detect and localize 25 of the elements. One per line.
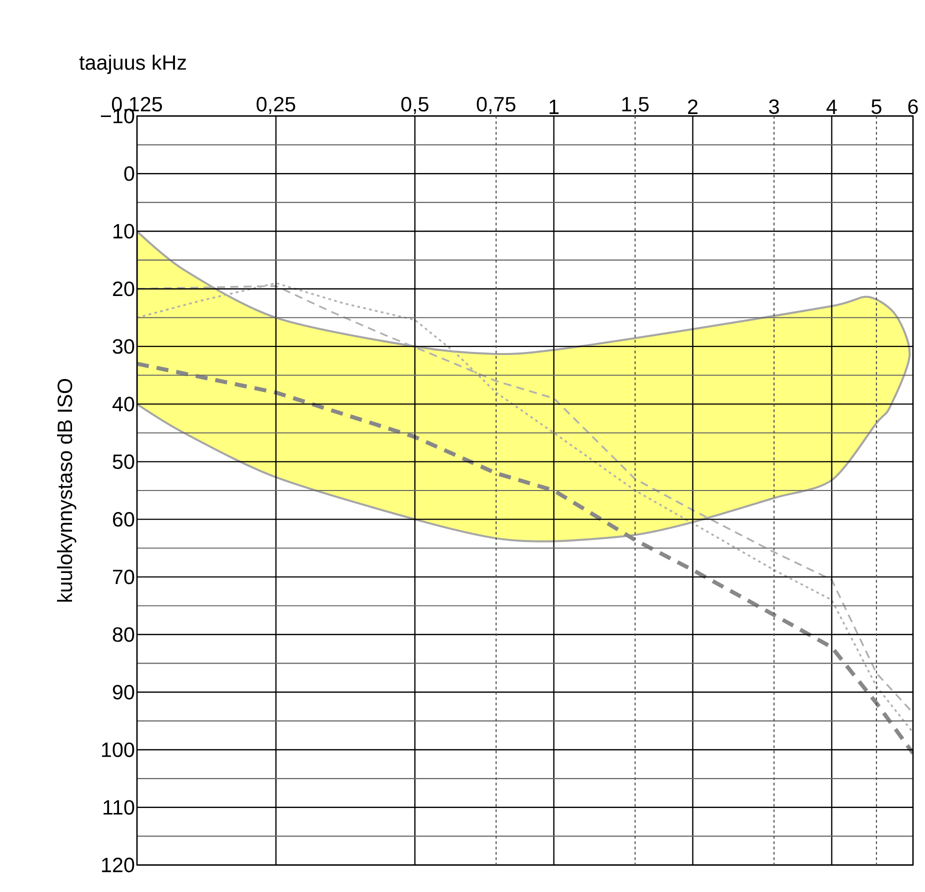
y-tick-label: 0 — [124, 166, 134, 181]
y-tick-label: 30 — [112, 339, 134, 354]
y-tick-label: 80 — [112, 627, 134, 642]
y-tick-label: 90 — [112, 684, 134, 700]
y-tick-label: 10 — [114, 224, 134, 239]
x-tick-label: 2 — [688, 100, 698, 114]
x-tick-label: 6 — [908, 99, 918, 114]
y-tick-label: 50 — [112, 454, 134, 470]
x-tick-label: 4 — [826, 100, 837, 114]
y-tick-label: 110 — [104, 800, 134, 815]
x-tick-label: 3 — [769, 99, 779, 114]
y-tick-label: 40 — [112, 396, 134, 412]
y-tick-label: 70 — [113, 570, 134, 584]
x-tick-label: 5 — [872, 100, 882, 114]
x-tick-label: 1,5 — [622, 97, 649, 114]
x-tick-label: 0,25 — [256, 96, 296, 114]
x-tick-label: 0,75 — [476, 96, 516, 114]
x-tick-label: 0,5 — [401, 96, 428, 114]
y-axis-title: kuulokynnystaso dB ISO — [57, 378, 76, 602]
y-tick-label: 100 — [102, 742, 134, 758]
y-tick-label: 60 — [113, 512, 134, 527]
x-tick-label: 1 — [550, 100, 559, 114]
x-axis-title: taajuus kHz — [79, 54, 186, 74]
y-tick-label: 120 — [102, 858, 134, 872]
y-tick-label: 20 — [113, 282, 134, 296]
